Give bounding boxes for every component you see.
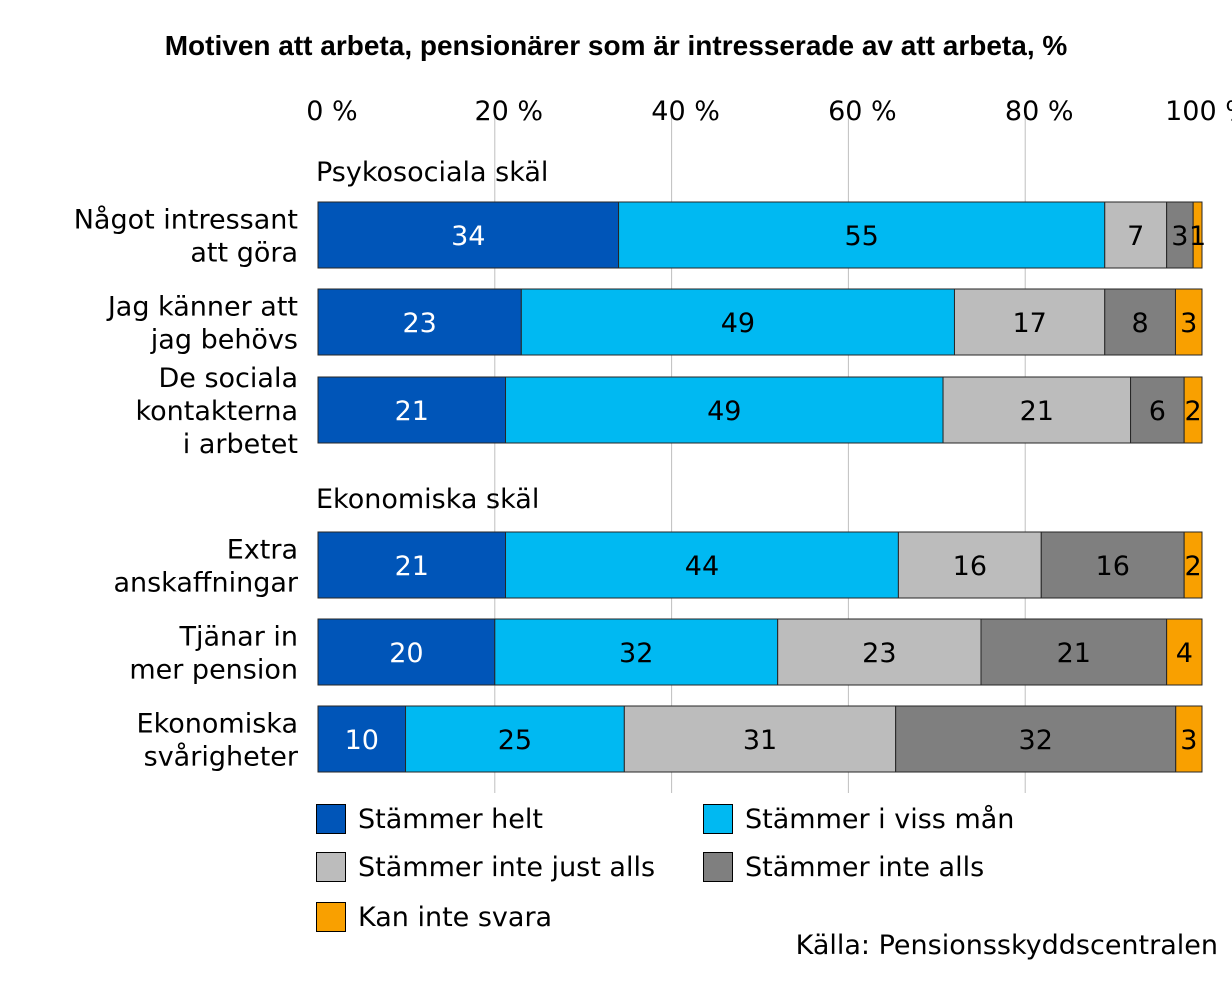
chart-title: Motiven att arbeta, pensionärer som är i… — [164, 30, 1068, 61]
bar-segment — [505, 376, 944, 444]
data-label: 3 — [1180, 308, 1197, 339]
x-tick-label: 40 % — [651, 96, 720, 127]
x-tick-label: 60 % — [828, 96, 897, 127]
category-label: Jag känner att jag behövs — [106, 292, 298, 356]
data-label: 3 — [1180, 725, 1197, 756]
data-label: 2 — [1184, 396, 1201, 427]
data-label: 55 — [844, 221, 878, 252]
bar-segment — [1183, 376, 1203, 444]
legend-swatch — [703, 852, 733, 882]
bar-segment — [1040, 531, 1185, 599]
bar-segment — [405, 705, 625, 773]
legend-swatch — [316, 902, 346, 932]
x-tick-label: 20 % — [474, 96, 543, 127]
bar-segment — [980, 618, 1168, 686]
legend-item: Stämmer helt — [316, 803, 543, 835]
bar-segment — [317, 531, 507, 599]
bar-segment — [1175, 705, 1203, 773]
data-label: 49 — [721, 308, 755, 339]
data-label: 6 — [1149, 396, 1166, 427]
bar-segment — [895, 705, 1177, 773]
x-tick-label: 0 % — [306, 96, 357, 127]
category-label: Tjänar in mer pension — [129, 622, 298, 686]
legend-swatch — [316, 852, 346, 882]
category-label: Extra anskaffningar — [113, 535, 298, 599]
bar-segment — [953, 288, 1106, 356]
category-label: Ekonomiska svårigheter — [137, 709, 299, 773]
group-label: Psykosociala skäl — [316, 157, 548, 188]
group-label: Ekonomiska skäl — [316, 484, 539, 515]
legend-swatch — [703, 804, 733, 834]
legend-item: Stämmer inte just alls — [316, 851, 655, 883]
bar-segment — [623, 705, 897, 773]
legend-label: Kan inte svara — [358, 901, 553, 933]
data-label: 21 — [395, 551, 429, 582]
data-label: 21 — [395, 396, 429, 427]
data-label: 34 — [451, 221, 485, 252]
bar-segment — [505, 531, 899, 599]
stacked-bar-chart: 0 % 20 % 40 % 60 % 80 % 100 % Psykosociala skä… — [74, 96, 1232, 793]
data-label: 32 — [619, 638, 653, 669]
data-label: 31 — [743, 725, 777, 756]
source-note: Källa: Pensionsskyddscentralen — [795, 930, 1218, 961]
bar-segment — [1166, 618, 1203, 686]
data-label: 21 — [1020, 396, 1054, 427]
legend-label: Stämmer inte alls — [745, 851, 985, 883]
bar-segment — [1166, 201, 1194, 269]
bar-segment — [1192, 201, 1203, 269]
bar-segment — [494, 618, 779, 686]
bar-segment — [1104, 288, 1176, 356]
legend-item: Stämmer inte alls — [703, 851, 984, 883]
legend-label: Stämmer helt — [358, 803, 543, 835]
x-tick-label: 80 % — [1005, 96, 1074, 127]
data-label: 49 — [707, 396, 741, 427]
data-label: 17 — [1012, 308, 1046, 339]
data-label: 4 — [1176, 638, 1193, 669]
data-label: 10 — [345, 725, 379, 756]
data-label: 16 — [1096, 551, 1130, 582]
bar-segment — [520, 288, 955, 356]
data-label: 16 — [953, 551, 987, 582]
data-label: 3 — [1171, 221, 1188, 252]
data-label: 20 — [389, 638, 423, 669]
data-label: 23 — [862, 638, 896, 669]
category-label: Något intressant att göra — [74, 205, 298, 269]
data-label: 8 — [1132, 308, 1149, 339]
x-tick-label: 100 % — [1165, 96, 1232, 127]
bar-segment — [618, 201, 1106, 269]
legend-item: Stämmer i viss mån — [703, 803, 1014, 835]
data-label: 7 — [1127, 221, 1144, 252]
bar-segment — [942, 376, 1132, 444]
legend-item: Kan inte svara — [316, 901, 552, 933]
bar-segment — [317, 288, 522, 356]
data-label: 21 — [1057, 638, 1091, 669]
data-label: 44 — [685, 551, 719, 582]
data-label: 23 — [402, 308, 436, 339]
data-label: 2 — [1184, 551, 1201, 582]
bar-segment — [317, 201, 620, 269]
category-label: De sociala kontakterna i arbetet — [135, 363, 298, 460]
bar-segment — [897, 531, 1042, 599]
data-label: 32 — [1019, 725, 1053, 756]
legend-label: Stämmer i viss mån — [745, 803, 1015, 835]
legend-swatch — [316, 804, 346, 834]
data-label: 25 — [498, 725, 532, 756]
bar-segment — [1174, 288, 1203, 356]
data-label: 1 — [1189, 221, 1206, 252]
bar-segment — [317, 376, 507, 444]
bar-segment — [1183, 531, 1203, 599]
bar-segment — [1104, 201, 1168, 269]
legend-label: Stämmer inte just alls — [358, 851, 656, 883]
